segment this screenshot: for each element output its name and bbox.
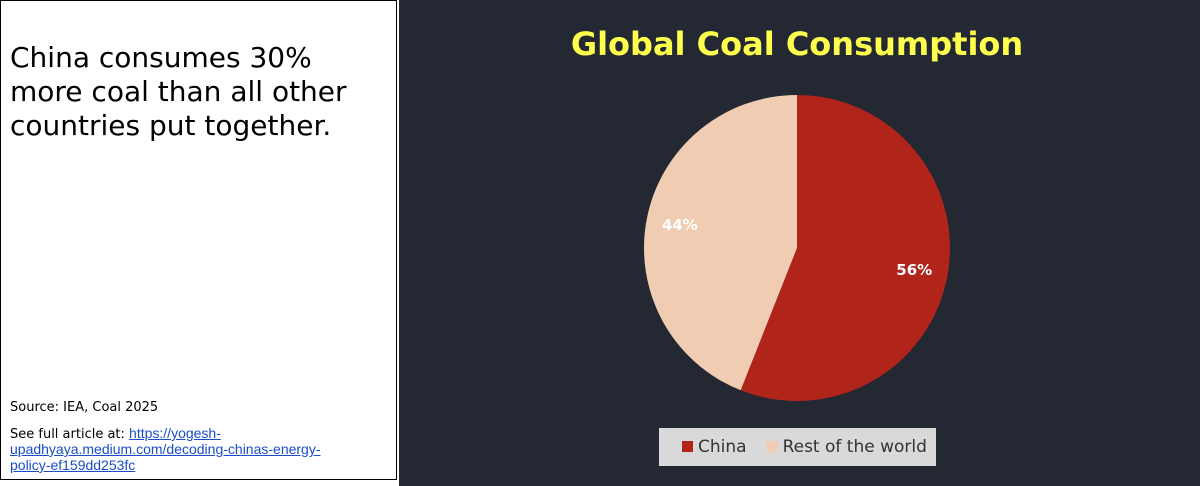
chart: Global Coal Consumption 56% 44% China Rest … [399,0,1200,486]
article-note: See full article at: https://yogesh-upad… [10,426,360,474]
data-label: 44% [662,216,698,234]
legend-box [659,428,936,466]
text-panel: China consumes 30% more coal than all ot… [0,0,397,480]
chart-title: Global Coal Consumption [571,25,1023,63]
legend-swatch [682,441,693,452]
pie-slice [643,94,797,391]
legend-swatch [766,441,778,452]
article-link[interactable]: https://yogesh-upadhyaya.medium.com/deco… [10,425,321,473]
data-label: 56% [896,261,932,279]
source-note: Source: IEA, Coal 2025 [10,400,159,415]
legend-label: China [698,437,747,457]
article-prefix: See full article at: [10,427,125,442]
legend-label: Rest of the world [783,437,927,457]
headline: China consumes 30% more coal than all ot… [10,41,347,142]
pie-slice [740,95,950,401]
